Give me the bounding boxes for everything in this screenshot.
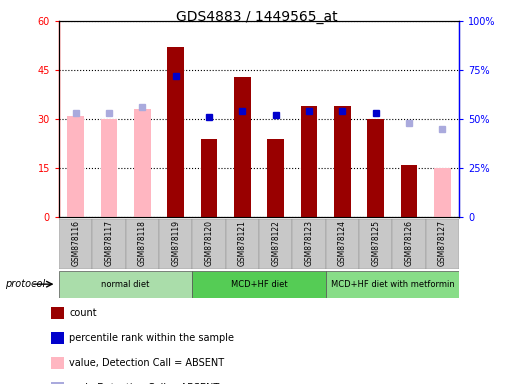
Bar: [359, 219, 392, 269]
Bar: [159, 219, 192, 269]
Bar: [167, 47, 184, 217]
Text: normal diet: normal diet: [102, 280, 150, 289]
Text: MCD+HF diet: MCD+HF diet: [231, 280, 287, 289]
Text: count: count: [69, 308, 97, 318]
Text: GSM878116: GSM878116: [71, 220, 80, 266]
Text: rank, Detection Call = ABSENT: rank, Detection Call = ABSENT: [69, 383, 220, 384]
Text: GSM878125: GSM878125: [371, 220, 380, 266]
Bar: [326, 271, 459, 298]
Text: GSM878117: GSM878117: [105, 220, 113, 266]
Bar: [301, 106, 318, 217]
Bar: [292, 219, 326, 269]
Bar: [192, 271, 326, 298]
Text: GSM878127: GSM878127: [438, 220, 447, 266]
Bar: [334, 106, 351, 217]
Bar: [134, 109, 151, 217]
Bar: [59, 271, 192, 298]
Text: GSM878126: GSM878126: [405, 220, 413, 266]
Text: GSM878123: GSM878123: [305, 220, 313, 266]
Bar: [92, 219, 126, 269]
Text: GSM878121: GSM878121: [238, 220, 247, 266]
Text: GSM878122: GSM878122: [271, 220, 280, 266]
Text: value, Detection Call = ABSENT: value, Detection Call = ABSENT: [69, 358, 224, 368]
Bar: [192, 219, 226, 269]
Text: GDS4883 / 1449565_at: GDS4883 / 1449565_at: [175, 10, 338, 23]
Text: GSM878120: GSM878120: [205, 220, 213, 266]
Bar: [267, 139, 284, 217]
Bar: [101, 119, 117, 217]
Bar: [434, 168, 451, 217]
Bar: [326, 219, 359, 269]
Text: MCD+HF diet with metformin: MCD+HF diet with metformin: [330, 280, 455, 289]
Text: GSM878119: GSM878119: [171, 220, 180, 266]
Bar: [226, 219, 259, 269]
Bar: [234, 77, 251, 217]
Bar: [59, 219, 92, 269]
Text: GSM878118: GSM878118: [138, 220, 147, 266]
Text: GSM878124: GSM878124: [338, 220, 347, 266]
Bar: [426, 219, 459, 269]
Bar: [67, 116, 84, 217]
Text: protocol: protocol: [5, 279, 45, 289]
Bar: [126, 219, 159, 269]
Bar: [259, 219, 292, 269]
Bar: [401, 165, 418, 217]
Bar: [392, 219, 426, 269]
Bar: [201, 139, 218, 217]
Bar: [367, 119, 384, 217]
Text: percentile rank within the sample: percentile rank within the sample: [69, 333, 234, 343]
